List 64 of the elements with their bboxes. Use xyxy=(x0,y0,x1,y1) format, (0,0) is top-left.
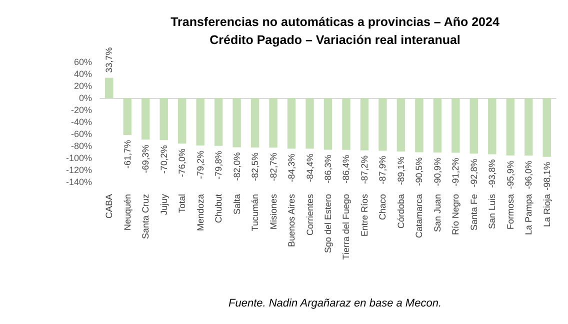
x-tick-label: Córdoba xyxy=(396,194,406,229)
x-tick-label: La Pampa xyxy=(524,194,534,236)
y-tick-label: 60% xyxy=(74,57,92,67)
data-label: -90,5% xyxy=(414,157,424,186)
x-tick-label: Salta xyxy=(232,194,242,215)
x-tick-label: Chubut xyxy=(214,194,224,224)
y-tick-label: -80% xyxy=(70,141,92,151)
data-label: -61,7% xyxy=(122,140,132,169)
x-tick-label: Jujuy xyxy=(158,194,169,216)
y-tick-label: -40% xyxy=(70,117,92,127)
y-tick-label: -140% xyxy=(66,177,92,187)
x-tick-label: Chaco xyxy=(378,194,388,220)
data-label: -86,4% xyxy=(341,154,352,184)
x-tick-label: Mendoza xyxy=(195,194,206,232)
x-tick-label: Entre Ríos xyxy=(359,194,370,237)
x-tick-label: Buenos Aires xyxy=(286,194,297,248)
data-label: -69,3% xyxy=(140,144,151,174)
data-label: -89,1% xyxy=(396,156,406,185)
x-tick-label: Tucumán xyxy=(250,194,260,232)
y-tick-label: 20% xyxy=(74,81,92,91)
y-tick-label: -120% xyxy=(66,165,92,175)
x-tick-label: Catamarca xyxy=(414,194,424,238)
data-label: -82,5% xyxy=(250,152,260,182)
data-label: -98,1% xyxy=(542,162,552,190)
data-label: -87,9% xyxy=(378,156,388,184)
data-label: -70,2% xyxy=(158,145,169,174)
x-tick-label: San Luis xyxy=(487,194,498,230)
data-label: -95,9% xyxy=(505,160,516,190)
x-tick-label: Tierra del Fuego xyxy=(341,194,352,260)
x-tick-label: Neuquén xyxy=(122,194,132,231)
data-label: -90,9% xyxy=(432,158,442,186)
x-tick-label: Río Negro xyxy=(450,194,461,236)
x-tick-label: Sgo del Estero xyxy=(323,194,333,254)
data-label: -92,8% xyxy=(468,158,479,188)
y-tick-label: -100% xyxy=(66,153,92,163)
data-label: -79,2% xyxy=(195,150,206,180)
x-tick-label: Santa Fe xyxy=(468,194,479,231)
x-tick-label: San Juan xyxy=(432,194,442,232)
data-label: -86,3% xyxy=(323,154,333,184)
y-tick-label: 40% xyxy=(74,69,92,79)
data-label: -82,0% xyxy=(232,152,242,181)
x-tick-label: Misiones xyxy=(268,194,278,230)
y-tick-label: -60% xyxy=(70,129,92,139)
chart-subtitle: Crédito Pagado – Variación real interanual xyxy=(210,33,460,47)
x-tick-label: La Rioja xyxy=(542,194,552,228)
source-note: Fuente. Nadin Argañaraz en base a Mecon. xyxy=(228,298,442,310)
x-tick-label: Formosa xyxy=(505,194,516,230)
data-label: -93,8% xyxy=(487,159,498,188)
data-label: -82,7% xyxy=(268,152,278,182)
x-tick-label: CABA xyxy=(104,194,114,219)
x-tick-label: Santa Cruz xyxy=(140,194,151,240)
data-label: -79,8% xyxy=(214,150,224,180)
y-tick-label: -20% xyxy=(70,105,92,115)
x-tick-label: Total xyxy=(177,194,188,214)
data-label: -91,2% xyxy=(450,158,461,186)
data-label: -87,2% xyxy=(359,155,370,184)
x-tick-label: Corrientes xyxy=(304,194,315,236)
chart-title: Transferencias no automáticas a provincias – Año 2024 xyxy=(170,15,500,29)
data-label: -76,0% xyxy=(177,148,188,178)
data-label: -84,3% xyxy=(286,154,297,182)
data-label: -84,4% xyxy=(304,154,315,182)
y-tick-label: 0% xyxy=(78,93,92,103)
data-label: -96,0% xyxy=(524,160,534,190)
data-label: 33,7% xyxy=(104,47,114,73)
